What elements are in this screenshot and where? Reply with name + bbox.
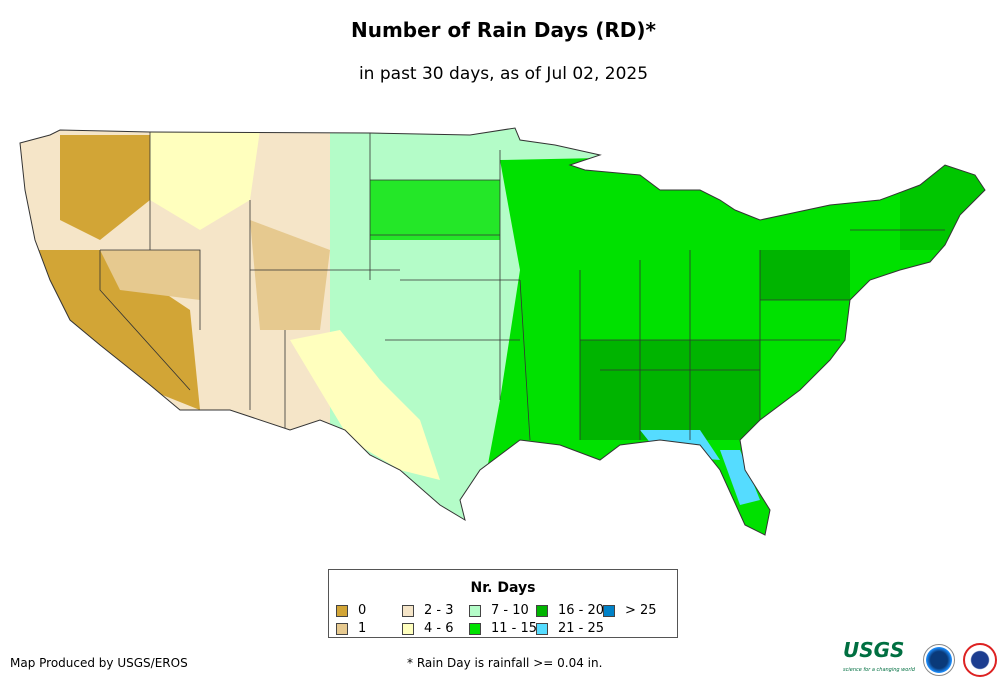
noaa-logo (922, 644, 955, 676)
legend-swatch (536, 604, 548, 617)
legend-label: 21 - 25 (558, 621, 605, 636)
usgs-wordmark: USGS (843, 638, 905, 662)
legend-label: 0 (358, 603, 367, 618)
map-subtitle: in past 30 days, as of Jul 02, 2025 (358, 64, 649, 84)
region-16-20 (760, 250, 850, 300)
legend-item: 4 - 6 (402, 621, 454, 636)
logos: USGS science for a changing world (843, 640, 997, 680)
us-rain-days-map (19, 127, 986, 536)
legend-label: 7 - 10 (491, 603, 529, 618)
legend-item: 16 - 20 (536, 603, 604, 618)
legend-item: 11 - 15 (469, 621, 537, 636)
legend-swatch (336, 604, 348, 617)
legend-swatch (336, 622, 348, 635)
region-4-6 (290, 330, 440, 480)
legend-label: 1 (358, 621, 367, 636)
usgs-logo: USGS science for a changing world (843, 640, 915, 680)
legend-swatch (402, 604, 414, 617)
legend-swatch (402, 622, 414, 635)
legend-item: 1 (336, 621, 366, 636)
legend-item: 0 (336, 603, 366, 618)
region-21-25 (720, 450, 760, 505)
usgs-tagline: science for a changing world (843, 667, 915, 673)
region-0 (60, 135, 150, 240)
region-1 (250, 220, 330, 330)
legend: Nr. Days 0 1 2 - 3 4 - 6 7 - 10 11 - 15 16 - 2… (328, 569, 678, 638)
legend-title: Nr. Days (470, 580, 536, 596)
legend-label: > 25 (625, 603, 657, 618)
region-11-15 (370, 180, 500, 240)
credit-text: Map Produced by USGS/EROS (10, 656, 188, 670)
region-16-20 (580, 340, 760, 440)
footnote: * Rain Day is rainfall >= 0.04 in. (407, 656, 603, 670)
legend-swatch (469, 604, 481, 617)
nws-logo (962, 643, 997, 677)
legend-item: 21 - 25 (536, 621, 604, 636)
legend-swatch (469, 622, 481, 635)
region-4-6 (150, 130, 260, 230)
legend-label: 2 - 3 (424, 603, 454, 618)
legend-item: 7 - 10 (469, 603, 529, 618)
legend-label: 11 - 15 (491, 621, 538, 636)
legend-swatch (536, 622, 548, 635)
legend-label: 4 - 6 (424, 621, 454, 636)
legend-label: 16 - 20 (558, 603, 605, 618)
legend-item: > 25 (603, 603, 657, 618)
region-1 (100, 250, 200, 300)
legend-item: 2 - 3 (402, 603, 454, 618)
map-title: Number of Rain Days (RD)* (350, 18, 656, 42)
state-borders (99, 132, 945, 441)
legend-swatch (603, 604, 615, 617)
region-16-20 (900, 160, 985, 250)
